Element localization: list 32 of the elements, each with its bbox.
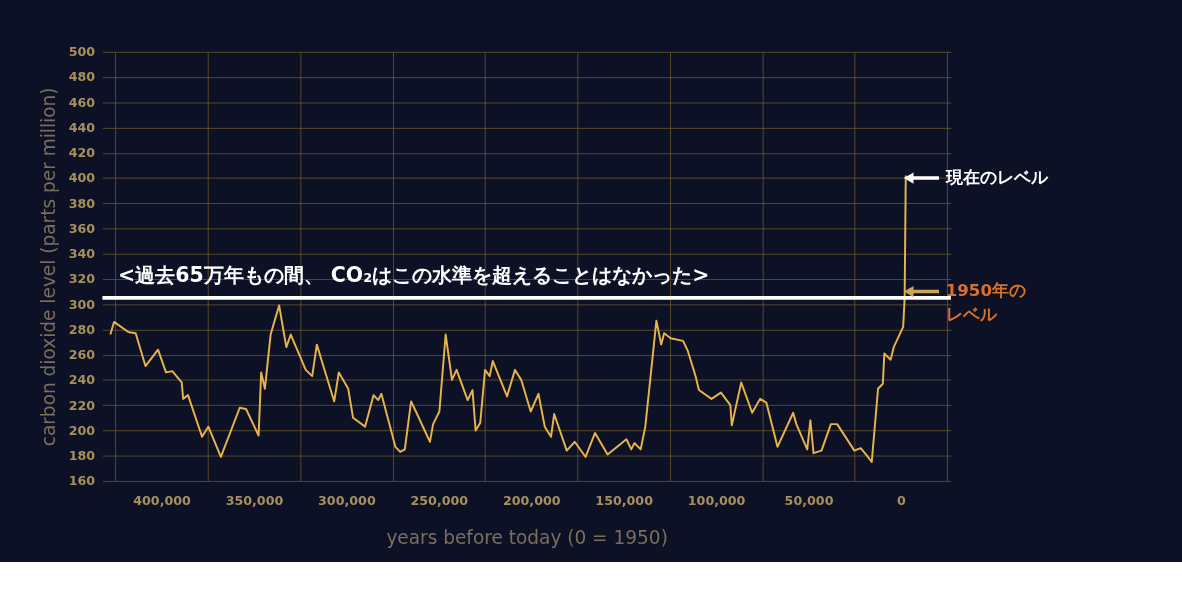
- y-tick-label: 300: [68, 296, 96, 312]
- y-tick-label: 280: [68, 321, 96, 337]
- y-tick-label: 420: [68, 145, 96, 161]
- x-tick-label: 250,000: [410, 492, 469, 508]
- y-tick-label: 320: [68, 271, 96, 287]
- annotation: 1950年のレベル: [945, 281, 1026, 324]
- x-tick-label: 400,000: [133, 492, 192, 508]
- y-tick-label: 160: [68, 473, 96, 489]
- y-tick-label: 240: [68, 372, 96, 388]
- x-axis-title: years before today (0 = 1950): [386, 526, 668, 548]
- x-tick-label: 150,000: [595, 492, 654, 508]
- y-axis-title: carbon dioxide level (parts per million): [37, 87, 59, 447]
- y-tick-label: 440: [68, 119, 96, 135]
- y-tick-label: 400: [68, 170, 96, 186]
- annotation: 現在のレベル: [944, 167, 1049, 187]
- x-tick-label: 100,000: [687, 492, 746, 508]
- x-tick-label: 50,000: [784, 492, 834, 508]
- x-tick-label: 0: [897, 492, 907, 508]
- y-tick-label: 220: [68, 397, 96, 413]
- y-tick-label: 340: [68, 246, 96, 262]
- x-tick-label: 350,000: [225, 492, 284, 508]
- y-tick-label: 260: [68, 347, 96, 363]
- y-tick-label: 180: [68, 448, 96, 464]
- x-tick-label: 200,000: [502, 492, 561, 508]
- y-tick-label: 380: [68, 195, 96, 211]
- y-tick-label: 500: [68, 44, 96, 60]
- x-tick-label: 300,000: [318, 492, 376, 508]
- ref-line-label: <過去65万年もの間、 CO₂はこの水準を超えることはなかった>: [118, 263, 710, 288]
- y-tick-label: 480: [68, 69, 96, 85]
- y-tick-label: 200: [68, 422, 96, 438]
- y-tick-label: 460: [68, 94, 96, 110]
- y-tick-label: 360: [68, 220, 96, 236]
